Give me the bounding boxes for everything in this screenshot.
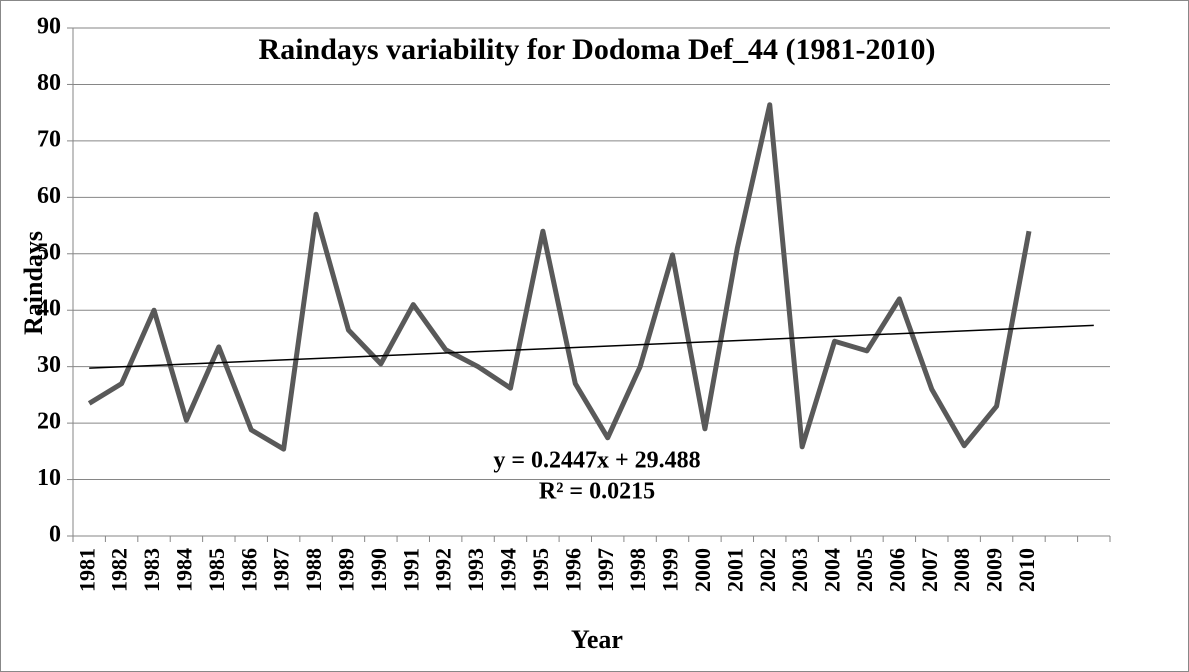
x-tick-label: 2004 [820, 548, 845, 592]
x-tick-label: 2005 [852, 548, 877, 592]
x-tick-label: 2009 [982, 548, 1007, 592]
x-tick-label: 1993 [463, 548, 488, 592]
x-tick-label: 1989 [334, 548, 359, 592]
x-axis-label: Year [571, 625, 623, 654]
trend-equation: y = 0.2447x + 29.488 [493, 448, 700, 474]
x-tick-label: 1981 [74, 548, 99, 592]
x-tick-label: 1982 [107, 548, 132, 592]
x-tick-label: 1985 [204, 548, 229, 592]
x-tick-label: 1992 [431, 548, 456, 592]
x-tick-label: 1983 [139, 548, 164, 592]
x-tick-label: 1984 [171, 548, 196, 592]
x-tick-label: 1986 [236, 548, 261, 592]
x-tick-label: 1987 [269, 548, 294, 592]
trend-r-squared: R² = 0.0215 [539, 479, 655, 505]
x-tick-label: 1995 [528, 548, 553, 592]
x-tick-label: 1996 [560, 548, 585, 592]
x-tick-label: 1998 [625, 548, 650, 592]
y-tick-label: 10 [37, 465, 61, 491]
y-axis-label: Raindays [19, 231, 48, 335]
y-tick-label: 60 [37, 183, 61, 209]
x-tick-label: 1991 [398, 548, 423, 592]
x-tick-label: 2003 [787, 548, 812, 592]
y-tick-label: 20 [37, 409, 61, 435]
x-tick-label: 1997 [593, 548, 618, 592]
chart-title: Raindays variability for Dodoma Def_44 (… [259, 33, 936, 66]
x-tick-label: 2002 [755, 548, 780, 592]
trendline [89, 324, 1094, 369]
x-tick-label: 2010 [1014, 548, 1039, 592]
y-tick-label: 70 [37, 126, 61, 152]
x-tick-label: 2007 [917, 548, 942, 592]
x-tick-label: 1994 [496, 548, 521, 592]
y-tick-label: 50 [37, 239, 61, 265]
x-tick-label: 2000 [690, 548, 715, 592]
x-tick-label: 2006 [884, 548, 909, 592]
x-tick-label: 2008 [949, 548, 974, 592]
data-line [87, 102, 1032, 452]
x-tick-label: 2001 [722, 548, 747, 592]
y-tick-label: 0 [49, 522, 61, 548]
x-tick-label: 1988 [301, 548, 326, 592]
y-tick-label: 90 [37, 14, 61, 40]
x-tick-label: 1999 [658, 548, 683, 592]
y-tick-label: 30 [37, 352, 61, 378]
y-tick-label: 40 [37, 296, 61, 322]
y-tick-label: 80 [37, 70, 61, 96]
x-tick-label: 1990 [366, 548, 391, 592]
